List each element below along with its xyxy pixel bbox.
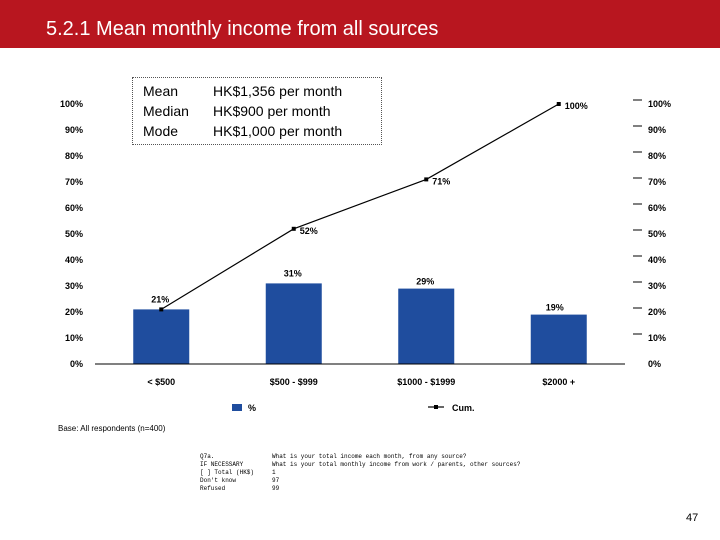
y-right-tick-label: 30%	[648, 281, 666, 291]
question-code: Q7a.	[200, 453, 215, 460]
stat-label: Median	[143, 103, 189, 119]
cumulative-marker-3	[556, 102, 561, 106]
income-chart: 0% 10% 20% 30% 40% 50% 60% 70% 80% 90% 100% 0% 10% 20…	[60, 99, 671, 413]
stat-value: HK$900 per month	[213, 103, 331, 119]
question-text: Q7a. What is your total income each month…	[200, 453, 520, 493]
question-content: 99	[272, 485, 280, 492]
question-content: What is your total income each month, fr…	[272, 453, 467, 460]
question-line: Refused 99	[200, 485, 520, 493]
y-right-tick-label: 10%	[648, 333, 666, 343]
y-right-tick-label: 70%	[648, 177, 666, 187]
x-category-label: $500 - $999	[270, 377, 318, 387]
x-category-label: < $500	[147, 377, 175, 387]
y-right-tick-label: 100%	[648, 99, 671, 109]
cumulative-line	[160, 103, 560, 310]
y-left-tick-label: 20%	[65, 307, 83, 317]
stats-box: Mean HK$1,356 per month Median HK$900 per …	[132, 77, 382, 145]
stat-value: HK$1,000 per month	[213, 123, 343, 139]
question-line: Q7a. What is your total income each month…	[200, 453, 520, 461]
x-category-label: $1000 - $1999	[397, 377, 455, 387]
x-category-label: $2000 +	[542, 377, 575, 387]
y-left-tick-label: 40%	[65, 255, 83, 265]
legend-bar-swatch	[232, 404, 242, 411]
y-right-tick-label: 60%	[648, 203, 666, 213]
page-number: 47	[686, 512, 699, 524]
y-left-tick-label: 30%	[65, 281, 83, 291]
question-line: [ ] Total (HK$) 1	[200, 469, 520, 477]
cumulative-marker-0	[159, 307, 164, 312]
bar-value-label: 31%	[284, 268, 302, 278]
question-code: Refused	[200, 485, 226, 492]
question-content: 97	[272, 477, 280, 484]
question-line: Don't know 97	[200, 477, 520, 485]
y-left-tick-label: 0%	[70, 359, 83, 369]
stat-label: Mean	[143, 83, 179, 99]
title-bar: 5.2.1 Mean monthly income from all sourc…	[0, 0, 720, 48]
question-line: IF NECESSARY What is your total monthly i…	[200, 461, 520, 469]
bar-value-label: 19%	[546, 303, 564, 313]
bar-0	[133, 309, 190, 364]
y-right-tick-label: 40%	[648, 255, 666, 265]
bar-value-label: 29%	[416, 277, 434, 287]
stat-row-median: Median HK$900 per month	[143, 103, 331, 119]
question-code: IF NECESSARY	[200, 461, 244, 468]
question-code: [ ] Total (HK$)	[200, 469, 255, 476]
y-right-tick-label: 0%	[648, 359, 661, 369]
question-content: What is your total monthly income from w…	[272, 461, 521, 468]
cumulative-marker-1	[291, 226, 296, 231]
y-left-tick-label: 60%	[65, 203, 83, 213]
y-right-tick-label: 50%	[648, 229, 666, 239]
stat-value: HK$1,356 per month	[213, 83, 343, 99]
cumulative-marker-2	[424, 177, 429, 182]
slide-title: 5.2.1 Mean monthly income from all sourc…	[46, 18, 439, 40]
bar-2	[398, 288, 455, 364]
base-note: Base: All respondents (n=400)	[58, 424, 166, 433]
bar-value-label: 21%	[151, 294, 169, 304]
cumulative-value-label: 71%	[432, 176, 450, 186]
legend-line-marker	[434, 405, 438, 409]
cumulative-value-label: 100%	[565, 101, 588, 111]
question-code: Don't know	[200, 477, 237, 484]
stat-row-mode: Mode HK$1,000 per month	[143, 123, 342, 139]
y-left-tick-label: 50%	[65, 229, 83, 239]
bar-1	[265, 283, 322, 364]
y-left-tick-label: 80%	[65, 151, 83, 161]
bar-3	[530, 314, 587, 364]
question-content: 1	[272, 469, 276, 476]
stat-row-mean: Mean HK$1,356 per month	[143, 83, 342, 99]
y-right-tick-label: 80%	[648, 151, 666, 161]
y-left-tick-label: 70%	[65, 177, 83, 187]
y-right-tick-label: 20%	[648, 307, 666, 317]
y-left-tick-label: 90%	[65, 125, 83, 135]
cumulative-value-label: 52%	[300, 226, 318, 236]
legend-line-label: Cum.	[452, 403, 475, 413]
y-right-tick-label: 90%	[648, 125, 666, 135]
y-left-tick-label: 100%	[60, 99, 83, 109]
y-left-tick-label: 10%	[65, 333, 83, 343]
legend-bar-label: %	[248, 403, 256, 413]
stat-label: Mode	[143, 123, 179, 139]
